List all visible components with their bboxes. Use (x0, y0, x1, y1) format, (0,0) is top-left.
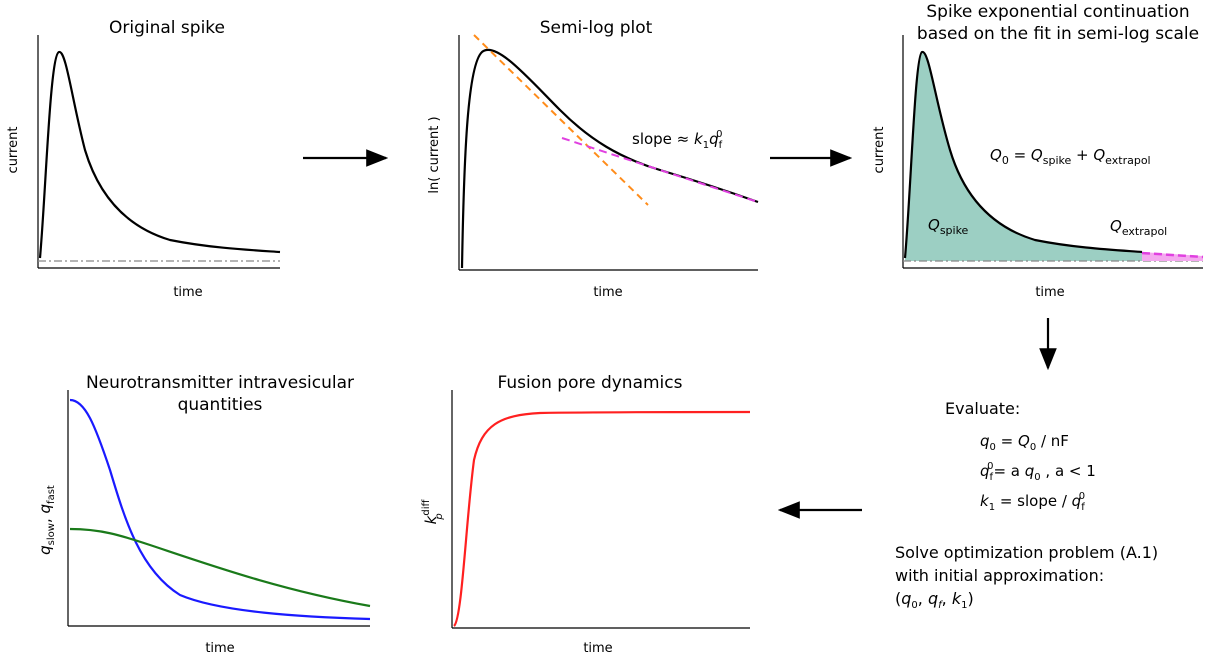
y-axis-label: ln( current ) (427, 116, 442, 193)
q-spike-label: Qspike (928, 216, 969, 237)
y-axis-label: current (6, 127, 21, 174)
solve-line-2: with initial approximation: (895, 566, 1104, 585)
panel-title: Semi-log plot (540, 18, 653, 38)
solve-line-1: Solve optimization problem (A.1) (895, 543, 1158, 562)
solve-line-3: (q0, qf, k1) (895, 589, 974, 611)
y-axis-label: kdiffp (421, 499, 445, 525)
panel-semilog: Semi-log plot ln( current ) time slope ≈… (427, 18, 759, 300)
panel-title-line1: Neurotransmitter intravesicular (86, 373, 354, 393)
spike-curve (38, 50, 281, 259)
panel-title: Original spike (109, 18, 225, 38)
q-fast-curve (69, 398, 371, 621)
x-axis-label: time (593, 285, 622, 300)
evaluate-heading: Evaluate: (945, 399, 1020, 418)
slope-annotation: slope ≈ k1qf0 (632, 129, 723, 151)
panel-title-line2: based on the fit in semi-log scale (917, 24, 1199, 44)
panel-title-line1: Spike exponential continuation (926, 2, 1189, 22)
panel-title-line2: quantities (178, 395, 263, 415)
panel-original-spike: Original spike current time (6, 18, 281, 300)
evaluate-line-1: q0 = Q0 / nF (980, 432, 1069, 453)
panel-fusion-pore: Fusion pore dynamics kdiffp time (421, 373, 751, 656)
panel-continuation: Spike exponential continuation based on … (872, 2, 1204, 300)
y-axis-label: current (872, 127, 887, 174)
fusion-pore-curve (453, 410, 751, 627)
x-axis-label: time (173, 285, 202, 300)
fast-fit-line (473, 34, 649, 206)
q-slow-curve (69, 527, 371, 608)
y-axis-label: qslow, qfast (36, 485, 57, 555)
x-axis-label: time (205, 641, 234, 656)
charge-equation: Q0 = Qspike + Qextrapol (990, 146, 1151, 167)
evaluate-block: Evaluate: q0 = Q0 / nF qf0= a q0 , a < 1… (945, 399, 1096, 513)
x-axis-label: time (583, 641, 612, 656)
evaluate-line-2: qf0= a q0 , a < 1 (980, 461, 1096, 483)
q-spike-area (905, 51, 1142, 262)
semilog-curve (460, 48, 759, 269)
slow-fit-line (561, 137, 759, 203)
extrapolation-line (1141, 251, 1204, 259)
q-extrapol-label: Qextrapol (1110, 217, 1167, 238)
panel-title: Fusion pore dynamics (498, 373, 683, 393)
panel-quantities: Neurotransmitter intravesicular quantiti… (36, 373, 371, 656)
spike-curve (903, 50, 1143, 259)
solve-block: Solve optimization problem (A.1) with in… (895, 543, 1158, 611)
evaluate-line-3: k1 = slope / qf0 (980, 491, 1085, 513)
x-axis-label: time (1035, 285, 1064, 300)
